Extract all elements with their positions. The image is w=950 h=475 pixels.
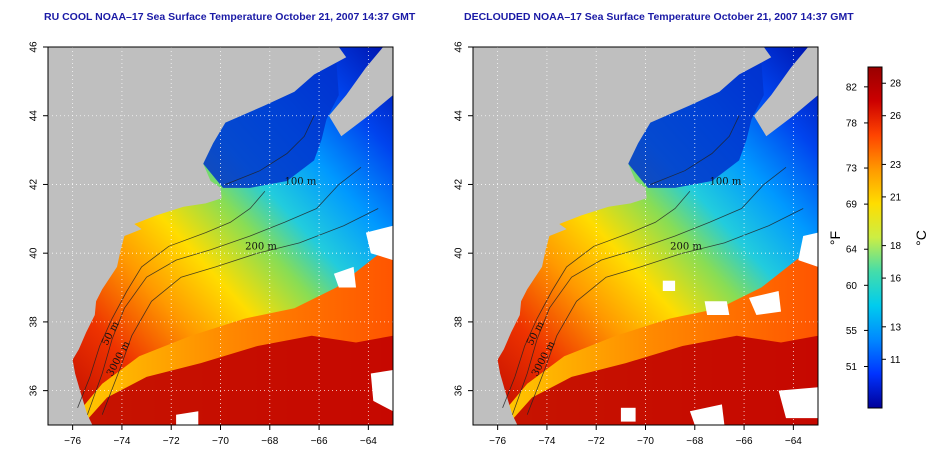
cloud-mask-patch xyxy=(662,280,676,291)
colorbar-celsius-label: 21 xyxy=(890,192,902,203)
isobath-200m xyxy=(512,166,787,415)
y-tick-label: 38 xyxy=(29,316,40,328)
gulf-stream-core xyxy=(82,335,393,425)
panel-title-declouded: DECLOUDED NOAA–17 Sea Surface Temperatur… xyxy=(464,11,854,23)
x-tick-label: −68 xyxy=(686,436,703,447)
colorbar-fahrenheit-label: 51 xyxy=(846,362,858,373)
isobath-label: 100 m xyxy=(710,176,742,187)
colorbar: 28 26 23 21 18 16 13 11 82 78 73 69 64 60 55 51 °F °C xyxy=(827,66,929,409)
x-tick-label: −66 xyxy=(736,436,753,447)
colorbar-fahrenheit-label: 60 xyxy=(846,281,858,292)
y-tick-label: 44 xyxy=(454,110,465,122)
isobath-3000m xyxy=(526,208,804,415)
y-tick-label: 44 xyxy=(29,110,40,122)
y-tick-label: 46 xyxy=(29,41,40,53)
y-tick-label: 38 xyxy=(454,316,465,328)
cloud-mask-patch xyxy=(620,407,636,422)
y-tick-label: 40 xyxy=(454,247,465,259)
isobath-100m xyxy=(650,115,740,185)
colorbar-fahrenheit-label: 82 xyxy=(846,82,858,93)
colorbar-fahrenheit-label: 69 xyxy=(846,200,858,211)
isobath-label: 100 m xyxy=(285,176,317,187)
cloud-patch xyxy=(365,225,393,261)
cloud-mask-patch xyxy=(749,291,781,315)
panel-title-raw: RU COOL NOAA–17 Sea Surface Temperature … xyxy=(44,11,416,23)
x-tick-label: −72 xyxy=(163,436,180,447)
y-tick-label: 42 xyxy=(29,178,40,190)
colorbar-celsius-label: 13 xyxy=(890,322,902,333)
y-tick-label: 40 xyxy=(29,247,40,259)
fahrenheit-unit-label: °F xyxy=(827,231,843,245)
nova-scotia-land xyxy=(753,47,818,137)
isobath-3000m xyxy=(101,208,379,415)
cloud-patch xyxy=(370,370,393,412)
celsius-unit-label: °C xyxy=(913,230,929,246)
land-mass xyxy=(48,47,347,425)
isobath-50m xyxy=(77,191,266,408)
cloud-patch xyxy=(333,266,356,288)
colorbar-fahrenheit-label: 78 xyxy=(846,118,858,129)
x-tick-label: −76 xyxy=(64,436,81,447)
gulf-of-maine-cold-water xyxy=(628,60,764,188)
x-tick-label: −70 xyxy=(212,436,229,447)
y-tick-label: 36 xyxy=(454,385,465,397)
x-tick-label: −74 xyxy=(113,436,130,447)
x-tick-label: −64 xyxy=(785,436,802,447)
colorbar-celsius-label: 28 xyxy=(890,79,902,90)
x-tick-label: −74 xyxy=(538,436,555,447)
y-tick-label: 42 xyxy=(454,178,465,190)
cloud-mask-patch xyxy=(798,232,818,267)
y-tick-label: 36 xyxy=(29,385,40,397)
colorbar-fahrenheit-label: 55 xyxy=(846,326,858,337)
colorbar-celsius-label: 23 xyxy=(890,160,902,171)
gulf-of-maine-cold-water xyxy=(203,60,339,188)
colorbar-celsius-label: 26 xyxy=(890,111,902,122)
gulf-stream-core xyxy=(507,335,818,425)
x-tick-label: −70 xyxy=(637,436,654,447)
nova-scotia-land xyxy=(328,47,393,137)
colorbar-celsius-label: 16 xyxy=(890,274,902,285)
cloud-patch xyxy=(176,411,199,425)
cloud-mask-patch xyxy=(778,387,818,419)
x-tick-label: −76 xyxy=(489,436,506,447)
colorbar-fahrenheit-label: 73 xyxy=(846,164,858,175)
x-tick-label: −72 xyxy=(588,436,605,447)
x-tick-label: −68 xyxy=(261,436,278,447)
colorbar-gradient xyxy=(867,66,883,409)
x-tick-label: −66 xyxy=(311,436,328,447)
colorbar-celsius-label: 18 xyxy=(890,241,902,252)
cloud-mask-patch xyxy=(704,301,730,315)
isobath-label: 200 m xyxy=(670,242,702,253)
cloud-mask-patch xyxy=(689,404,725,425)
colorbar-fahrenheit-label: 64 xyxy=(846,245,858,256)
x-tick-label: −64 xyxy=(360,436,377,447)
colorbar-celsius-label: 11 xyxy=(890,355,901,366)
isobath-200m xyxy=(87,166,362,415)
land-mass xyxy=(473,47,772,425)
isobath-label: 200 m xyxy=(245,242,277,253)
y-tick-label: 46 xyxy=(454,41,465,53)
isobath-100m xyxy=(225,115,315,185)
isobath-50m xyxy=(502,191,691,408)
